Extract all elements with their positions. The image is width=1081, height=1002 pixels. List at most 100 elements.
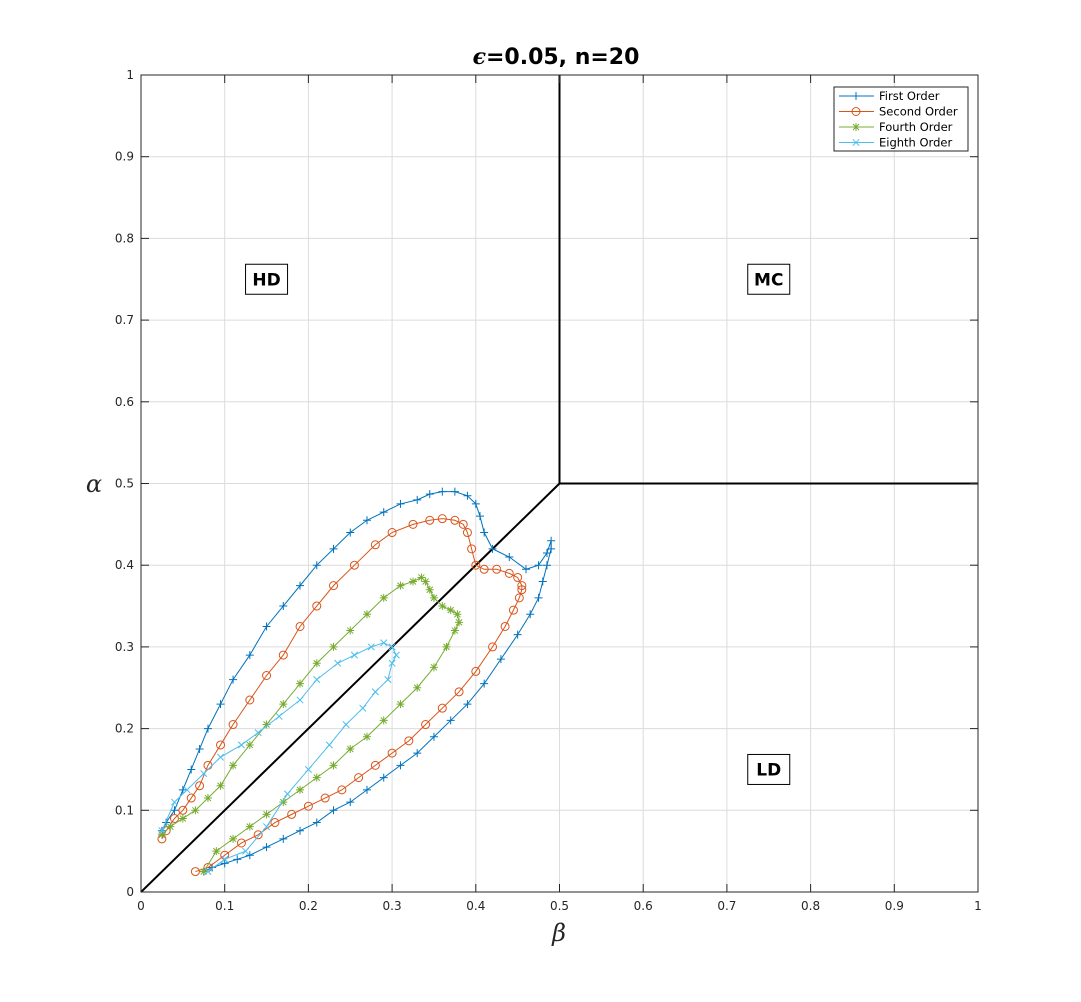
marker-plus xyxy=(488,544,497,553)
title-text: =0.05, n=20 xyxy=(486,45,639,70)
marker-circle xyxy=(195,781,205,791)
marker-circle xyxy=(262,670,272,680)
marker-plus xyxy=(233,855,242,864)
marker-plus xyxy=(547,544,556,553)
marker-x xyxy=(296,696,304,704)
y-tick-label: 0.4 xyxy=(115,558,134,572)
marker-asterisk xyxy=(346,626,355,635)
marker-asterisk xyxy=(178,814,187,823)
marker-asterisk xyxy=(191,806,200,815)
marker-plus xyxy=(312,818,321,827)
marker-x xyxy=(334,659,342,667)
marker-x xyxy=(170,798,179,806)
marker-asterisk xyxy=(417,573,426,582)
marker-x xyxy=(313,676,321,684)
marker-asterisk xyxy=(212,847,221,856)
y-tick-label: 0.8 xyxy=(115,231,134,245)
marker-plus xyxy=(463,491,472,500)
marker-asterisk xyxy=(245,822,254,831)
x-tick-label: 0.7 xyxy=(717,899,736,913)
marker-plus xyxy=(229,675,238,684)
marker-plus xyxy=(505,553,514,562)
marker-circle xyxy=(517,581,527,591)
region-labels: HD MC LD xyxy=(245,263,791,785)
legend-entry-label: Second Order xyxy=(879,105,958,119)
marker-circle xyxy=(437,703,447,713)
marker-plus xyxy=(438,487,447,496)
marker-plus xyxy=(245,851,254,860)
marker-x xyxy=(183,786,191,794)
marker-asterisk xyxy=(312,659,321,668)
marker-circle xyxy=(303,801,313,811)
marker-plus xyxy=(203,724,212,733)
marker-circle xyxy=(337,785,347,795)
marker-plus xyxy=(429,732,438,741)
marker-x xyxy=(216,753,225,761)
marker-x xyxy=(359,704,367,712)
x-tick-label: 0.4 xyxy=(466,899,485,913)
marker-plus xyxy=(162,818,171,827)
marker-circle xyxy=(450,515,460,525)
marker-plus xyxy=(346,798,355,807)
marker-circle xyxy=(387,528,397,538)
series-eighth-order xyxy=(158,639,400,876)
marker-circle xyxy=(479,564,489,574)
region-label-text: MC xyxy=(754,270,783,290)
marker-circle xyxy=(458,519,468,529)
marker-asterisk xyxy=(216,781,225,790)
marker-circle xyxy=(278,650,288,660)
marker-circle xyxy=(408,519,418,529)
marker-plus xyxy=(216,700,225,709)
marker-plus xyxy=(852,92,860,100)
marker-circle xyxy=(216,740,226,750)
marker-asterisk xyxy=(229,761,238,770)
marker-x xyxy=(367,643,375,651)
marker-circle xyxy=(437,514,447,524)
region-label-mc: MC xyxy=(747,263,791,295)
marker-asterisk xyxy=(166,822,175,831)
marker-plus xyxy=(396,499,405,508)
phase-boundaries xyxy=(140,75,978,893)
x-tick-label: 0.2 xyxy=(299,899,318,913)
x-tick-label: 0.8 xyxy=(801,899,820,913)
marker-asterisk xyxy=(396,581,405,590)
x-tick-label: 0.9 xyxy=(885,899,904,913)
marker-circle xyxy=(471,560,481,570)
marker-asterisk xyxy=(429,663,438,672)
marker-circle xyxy=(295,621,305,631)
y-tick-label: 0.9 xyxy=(115,150,134,164)
marker-x xyxy=(388,643,396,651)
marker-asterisk xyxy=(450,626,459,635)
marker-circle xyxy=(471,666,481,676)
marker-plus xyxy=(296,581,305,590)
marker-asterisk xyxy=(421,577,430,586)
marker-asterisk xyxy=(379,716,388,725)
marker-x xyxy=(158,827,166,835)
legend-entry: Eighth Order xyxy=(839,136,952,150)
y-tick-label: 0.5 xyxy=(115,477,134,491)
marker-asterisk xyxy=(229,834,238,843)
marker-plus xyxy=(475,512,484,521)
legend-entry: Fourth Order xyxy=(839,120,953,134)
marker-plus xyxy=(312,561,321,570)
marker-asterisk xyxy=(409,577,418,586)
marker-plus xyxy=(446,716,455,725)
legend-entry: First Order xyxy=(839,89,940,103)
marker-plus xyxy=(450,487,459,496)
marker-asterisk xyxy=(446,606,455,615)
marker-plus xyxy=(480,528,489,537)
marker-plus xyxy=(245,651,254,660)
marker-circle xyxy=(178,805,188,815)
marker-asterisk xyxy=(438,602,447,611)
marker-circle xyxy=(500,621,510,631)
marker-asterisk xyxy=(245,740,254,749)
marker-circle xyxy=(504,568,514,578)
axis-ticks: 0 0.1 0.2 0.3 0.4 0.5 0.6 0.7 0.8 0.9 1 0 0.1 0.2 0.3 0… xyxy=(115,68,982,913)
marker-asterisk xyxy=(346,745,355,754)
marker-plus xyxy=(187,765,196,774)
marker-circle xyxy=(186,793,196,803)
marker-circle xyxy=(329,581,339,591)
marker-x xyxy=(350,651,358,659)
marker-plus xyxy=(279,602,288,611)
